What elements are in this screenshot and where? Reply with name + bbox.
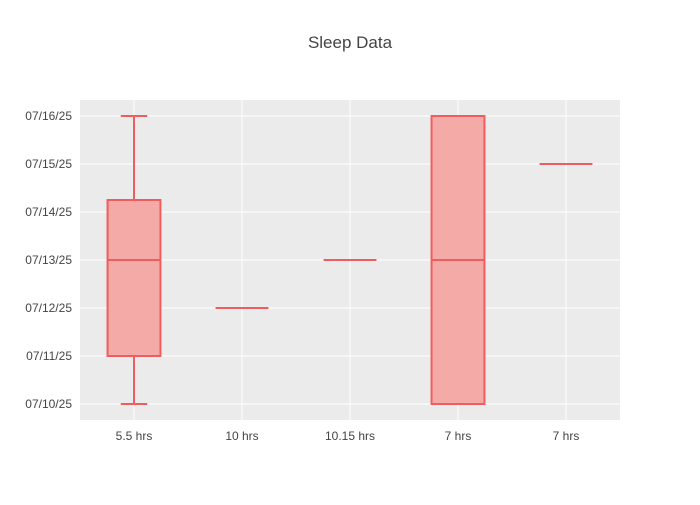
y-tick-label: 07/16/25 [25,109,72,123]
box-4 [430,115,486,405]
box-1 [106,115,162,405]
x-tick-label: 7 hrs [553,429,580,443]
y-tick-label: 07/15/25 [25,157,72,171]
x-tick-label: 7 hrs [445,429,472,443]
x-tick-label: 5.5 hrs [116,429,153,443]
y-tick-label: 07/12/25 [25,301,72,315]
y-tick-label: 07/14/25 [25,205,72,219]
x-tick-label: 10 hrs [225,429,258,443]
chart-title: Sleep Data [307,33,393,52]
box-body [106,199,162,357]
y-tick-label: 07/10/25 [25,397,72,411]
x-tick-label: 10.15 hrs [325,429,375,443]
y-tick-label: 07/11/25 [26,349,72,363]
y-tick-label: 07/13/25 [25,253,72,267]
